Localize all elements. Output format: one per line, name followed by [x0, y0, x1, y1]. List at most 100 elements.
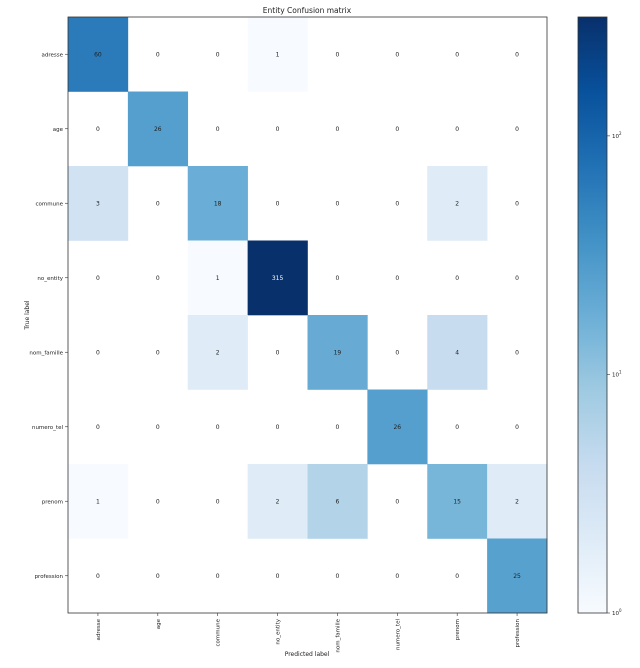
cell-value-label: 0 [336, 424, 340, 431]
matrix-cells [68, 17, 548, 614]
cell-value-label: 60 [94, 51, 102, 58]
matrix-cell [487, 464, 548, 539]
cell-value-label: 0 [216, 51, 220, 58]
cell-value-label: 0 [216, 424, 220, 431]
cell-value-label: 0 [455, 126, 459, 133]
cell-value-label: 0 [515, 126, 519, 133]
cell-value-label: 0 [455, 51, 459, 58]
matrix-cell [487, 538, 548, 614]
cell-value-label: 0 [96, 573, 100, 580]
cell-value-label: 26 [393, 424, 401, 431]
y-tick-label: age [53, 127, 64, 133]
cell-value-label: 0 [96, 424, 100, 431]
cell-value-label: 0 [156, 349, 160, 356]
cell-value-label: 0 [395, 126, 399, 133]
matrix-cell [68, 166, 129, 241]
x-tick-label: age [156, 618, 162, 629]
x-tick-label: no_entity [276, 618, 282, 644]
x-tick-label: prenom [455, 619, 461, 640]
colorbar [577, 16, 608, 614]
x-tick-label: adresse [96, 618, 102, 640]
y-tick-label: commune [36, 201, 64, 207]
cell-value-label: 0 [276, 349, 280, 356]
matrix-cell [427, 464, 488, 539]
matrix-cell [187, 166, 248, 241]
cell-value-label: 0 [156, 573, 160, 580]
x-axis-label: Predicted label [285, 651, 330, 658]
matrix-cell [68, 464, 129, 539]
cell-value-label: 0 [156, 51, 160, 58]
x-tick-label: commune [216, 618, 222, 646]
matrix-cell [247, 17, 308, 92]
cell-value-label: 0 [336, 573, 340, 580]
cell-value-label: 1 [216, 275, 220, 282]
cell-value-label: 0 [96, 126, 100, 133]
y-tick-label: prenom [42, 499, 63, 505]
y-tick-label: numero_tel [32, 425, 64, 431]
matrix-cell [367, 389, 428, 465]
cell-value-label: 0 [276, 573, 280, 580]
cell-value-label: 0 [515, 200, 519, 207]
cell-value-label: 0 [276, 424, 280, 431]
x-tick-labels: adresse age commune no_entity nom_famille num… [96, 613, 521, 653]
matrix-cell [307, 464, 368, 539]
cell-value-label: 0 [156, 498, 160, 505]
y-tick-label: adresse [41, 52, 63, 58]
cell-value-label: 0 [395, 498, 399, 505]
cell-value-label: 19 [334, 349, 342, 356]
cell-value-label: 0 [276, 200, 280, 207]
cell-value-label: 0 [515, 275, 519, 282]
chart-title: Entity Confusion matrix [263, 6, 352, 15]
matrix-cell [247, 240, 308, 316]
cell-value-label: 315 [272, 275, 284, 282]
cell-value-label: 2 [276, 498, 280, 505]
matrix-cell [127, 91, 189, 167]
x-tick-label: numero_tel [395, 619, 401, 651]
cell-value-label: 3 [96, 200, 100, 207]
matrix-cell [307, 315, 368, 390]
cell-value-label: 25 [513, 573, 521, 580]
matrix-cell [427, 315, 488, 390]
cell-value-label: 26 [154, 126, 162, 133]
cell-value-label: 0 [96, 275, 100, 282]
x-tick-label: nom_famille [335, 618, 341, 652]
cell-value-label: 0 [455, 275, 459, 282]
cell-value-label: 6 [336, 498, 340, 505]
cell-value-label: 0 [336, 275, 340, 282]
cell-value-label: 0 [336, 200, 340, 207]
y-axis-label: True label [24, 300, 31, 330]
cell-value-label: 4 [455, 349, 459, 356]
x-tick-label: profession [515, 618, 521, 647]
cell-value-label: 1 [276, 51, 280, 58]
colorbar-tick-label: 101 [612, 369, 622, 378]
cell-value-label: 0 [515, 424, 519, 431]
cell-value-label: 0 [336, 51, 340, 58]
cell-value-label: 0 [395, 573, 399, 580]
cell-value-label: 0 [216, 126, 220, 133]
cell-value-label: 0 [216, 498, 220, 505]
y-tick-label: nom_famille [29, 350, 63, 356]
colorbar-tick-label: 100 [612, 608, 622, 617]
cell-value-label: 0 [515, 51, 519, 58]
y-tick-labels: adresse age commune no_entity nom_famillenum… [29, 52, 68, 580]
matrix-cell [187, 240, 248, 316]
matrix-annotations: 60 0 0 1 0 0 0 00 26 0 0 0 0 0 03 0 18 0 0 0 2 00 0 1 315 0 0 0 00 0 2… [94, 51, 521, 580]
matrix-cell [68, 17, 129, 92]
matrix-cell [427, 166, 488, 241]
cell-value-label: 0 [96, 349, 100, 356]
y-tick-label: no_entity [37, 276, 63, 282]
cell-value-label: 2 [455, 200, 459, 207]
cell-value-label: 0 [336, 126, 340, 133]
colorbar-tick-labels: 100 101 102 [607, 131, 622, 617]
cell-value-label: 0 [156, 200, 160, 207]
cell-value-label: 15 [453, 498, 461, 505]
colorbar-tick-label: 102 [612, 131, 622, 140]
matrix-cell [247, 464, 308, 539]
cell-value-label: 0 [395, 200, 399, 207]
cell-value-label: 0 [216, 573, 220, 580]
y-tick-label: profession [35, 574, 64, 580]
cell-value-label: 18 [214, 200, 222, 207]
cell-value-label: 0 [515, 349, 519, 356]
